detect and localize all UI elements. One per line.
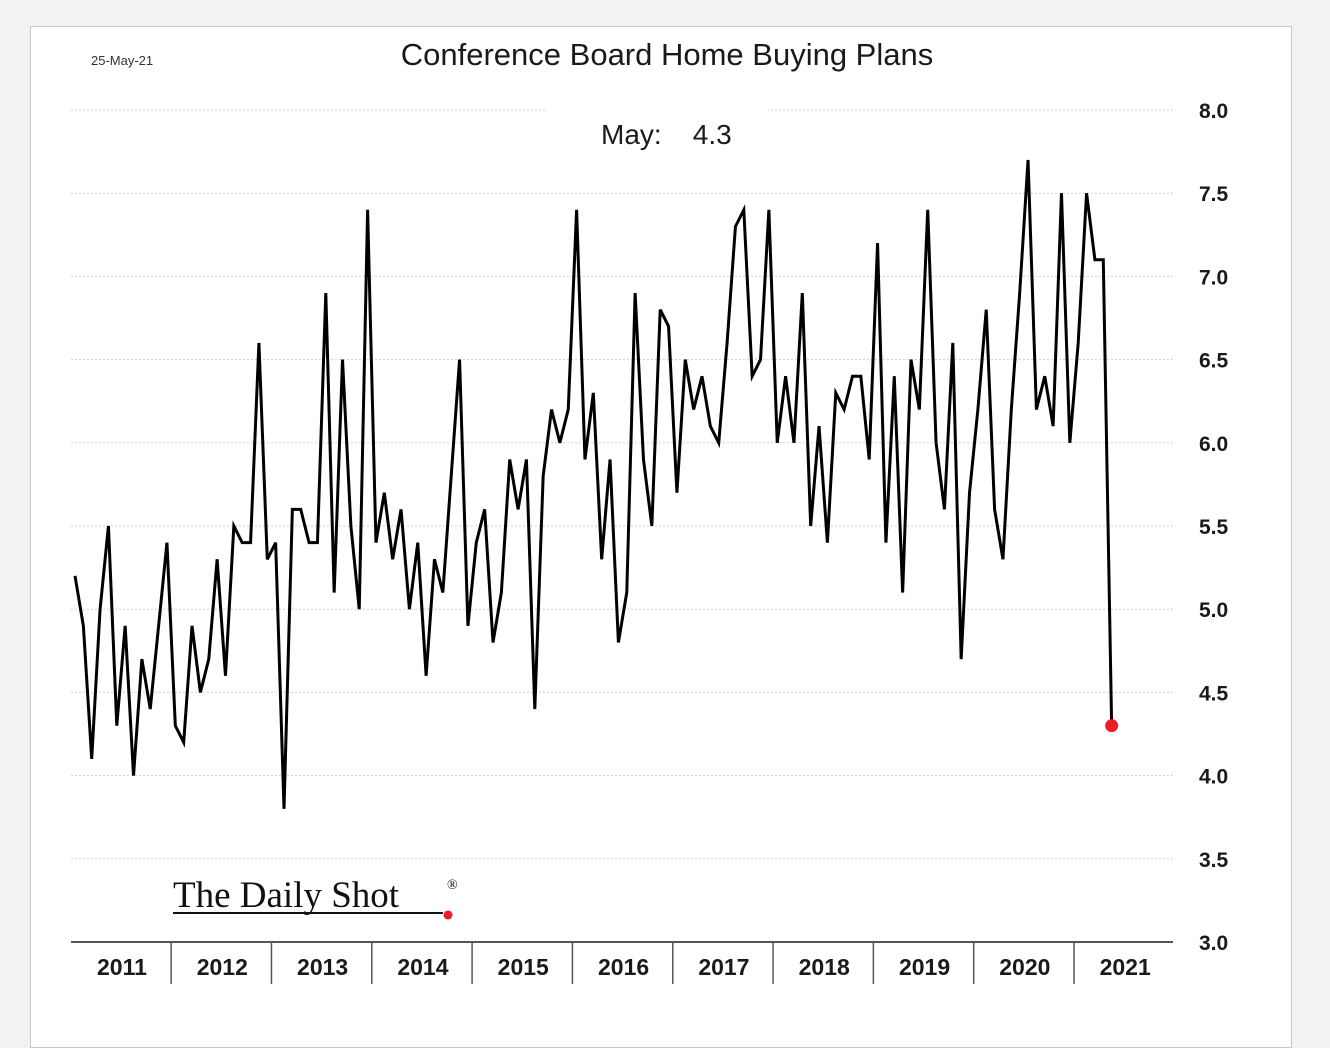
last-point-marker — [1105, 719, 1119, 733]
watermark-registered-mark: ® — [447, 878, 458, 893]
y-axis: 8.0 7.5 7.0 6.5 6.0 5.5 5.0 4.5 4.0 3.5 3.0 — [1199, 100, 1229, 955]
y-tick-label: 4.0 — [1199, 766, 1228, 789]
x-tick-label: 2013 — [297, 954, 348, 980]
series-layer — [73, 159, 1119, 809]
y-tick-label: 3.5 — [1199, 849, 1229, 872]
chart-title: Conference Board Home Buying Plans — [401, 37, 933, 72]
x-tick-label: 2011 — [97, 954, 147, 980]
y-tick-label: 5.0 — [1199, 599, 1228, 622]
y-tick-label: 3.0 — [1199, 932, 1228, 955]
y-tick-label: 6.5 — [1199, 350, 1229, 373]
chart-canvas: 25-May-21 Conference Board Home Buying P… — [71, 37, 1229, 984]
watermark-text: The Daily Shot — [173, 875, 400, 916]
x-tick-label: 2016 — [598, 954, 649, 980]
x-tick-label: 2012 — [197, 954, 248, 980]
x-axis: 2011 2012 2013 2014 2015 2016 2017 2018 2019 2020… — [71, 941, 1173, 984]
chart-frame: 25-May-21 Conference Board Home Buying P… — [30, 26, 1292, 1048]
x-tick-label: 2018 — [799, 954, 850, 980]
y-tick-label: 7.5 — [1199, 183, 1229, 206]
annotation-box — [546, 97, 768, 157]
series-line — [73, 159, 1114, 809]
latest-value-annotation: May: 4.3 — [601, 119, 732, 150]
y-tick-label: 5.5 — [1199, 516, 1229, 539]
x-tick-label: 2020 — [999, 954, 1050, 980]
y-tick-label: 4.5 — [1199, 682, 1229, 705]
y-tick-label: 7.0 — [1199, 266, 1228, 289]
daily-shot-logo: The Daily Shot ® — [173, 875, 458, 920]
x-tick-label: 2015 — [498, 954, 549, 980]
x-tick-label: 2014 — [397, 954, 448, 980]
date-label: 25-May-21 — [91, 53, 153, 68]
watermark-red-dot — [443, 910, 453, 920]
y-tick-label: 8.0 — [1199, 100, 1228, 123]
y-tick-label: 6.0 — [1199, 433, 1228, 456]
x-tick-label: 2019 — [899, 954, 950, 980]
x-tick-label: 2017 — [698, 954, 749, 980]
x-tick-label: 2021 — [1100, 954, 1151, 980]
